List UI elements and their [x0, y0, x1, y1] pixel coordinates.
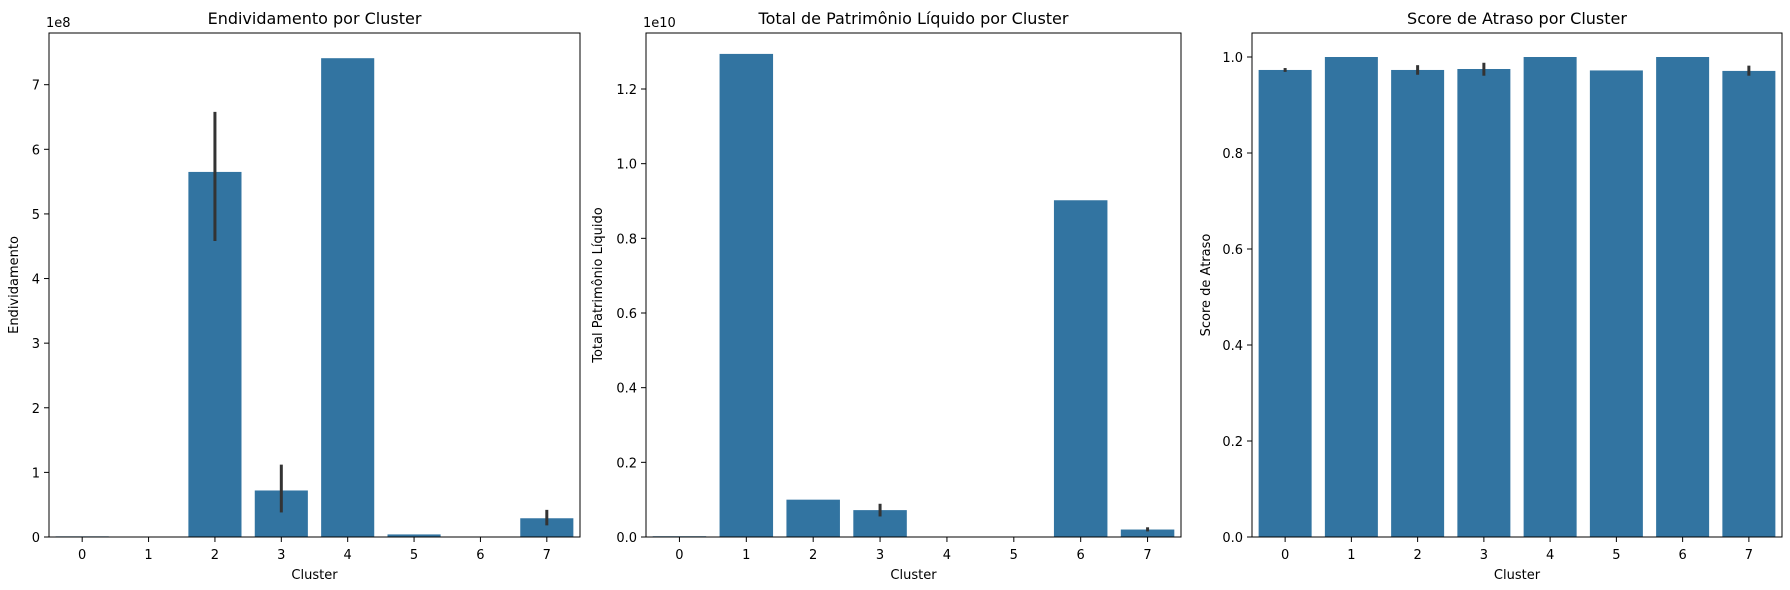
x-tick-label: 7: [1143, 548, 1151, 563]
x-axis-label: Cluster: [1494, 568, 1541, 583]
y-axis-label: Score de Atraso: [1199, 234, 1214, 337]
y-axis-label: Total Patrimônio Líquido: [591, 207, 606, 364]
y-tick-label: 0.0: [1222, 531, 1243, 546]
x-tick-label: 7: [1745, 548, 1753, 563]
x-tick-label: 1: [144, 548, 152, 563]
chart-panel-1: 0 1 2 3 4 5 6 7 0 1 2 3 4 5 6 7 1e8 Endividamento por Clu…: [7, 9, 581, 583]
axis-offset-label: 1e8: [46, 16, 71, 31]
y-axis-label: Endividamento: [7, 236, 22, 334]
x-tick-label: 3: [277, 548, 285, 563]
bar-4: [321, 58, 375, 537]
x-tick-label: 0: [1281, 548, 1289, 563]
bar-7: [1722, 70, 1776, 538]
x-tick-label: 6: [1678, 548, 1686, 563]
bar-7: [1120, 529, 1175, 537]
x-tick-label: 5: [1010, 548, 1018, 563]
chart-panel-2: 0 1 2 3 4 5 6 7 0.0 0.2 0.4 0.6 0.8 1.0 1.2 1e10 Total d…: [591, 9, 1182, 583]
y-tick-label: 1.0: [616, 158, 637, 173]
bar-0: [1258, 69, 1312, 538]
y-tick-label: 4: [32, 273, 40, 288]
x-tick-label: 3: [876, 548, 884, 563]
x-tick-label: 6: [476, 548, 484, 563]
x-tick-label: 2: [809, 548, 817, 563]
y-tick-label: 0.8: [1222, 147, 1243, 162]
y-tick-label: 0.6: [616, 307, 637, 322]
chart-panel-3: 0 1 2 3 4 5 6 7 0.0 0.2 0.4 0.6 0.8 1.0 Score de Atras…: [1199, 9, 1783, 583]
x-tick-label: 1: [1347, 548, 1355, 563]
bar-1: [719, 53, 774, 537]
x-tick-label: 4: [344, 548, 352, 563]
x-tick-label: 1: [742, 548, 750, 563]
bar-2: [1391, 69, 1445, 538]
bar-6: [1656, 57, 1710, 537]
x-tick-label: 3: [1480, 548, 1488, 563]
bar-5: [387, 534, 441, 537]
x-axis-label: Cluster: [291, 568, 338, 583]
axis-offset-label: 1e10: [643, 16, 676, 31]
axes-frame: [645, 32, 1182, 538]
y-tick-label: 2: [32, 402, 40, 417]
y-tick-label: 0.0: [616, 531, 637, 546]
bar-3: [1457, 69, 1511, 537]
x-tick-label: 0: [675, 548, 683, 563]
axes-frame: [48, 32, 581, 538]
chart-title: Endividamento por Cluster: [208, 9, 422, 28]
bar-6: [1053, 200, 1108, 537]
bar-7: [520, 518, 574, 537]
y-tick-label: 0.4: [1222, 339, 1243, 354]
x-tick-label: 7: [543, 548, 551, 563]
bar-1: [1324, 57, 1378, 537]
chart-title: Score de Atraso por Cluster: [1407, 9, 1627, 28]
y-tick-label: 5: [32, 208, 40, 223]
x-tick-label: 2: [211, 548, 219, 563]
y-tick-label: 0.2: [1222, 435, 1243, 450]
x-tick-label: 4: [943, 548, 951, 563]
y-tick-label: 0.6: [1222, 243, 1243, 258]
y-tick-label: 0.4: [616, 382, 637, 397]
x-axis-label: Cluster: [890, 568, 937, 583]
y-tick-label: 1: [32, 466, 40, 481]
y-tick-label: 0: [32, 531, 40, 546]
axes-frame: [1251, 32, 1783, 538]
chart-title: Total de Patrimônio Líquido por Cluster: [758, 9, 1069, 28]
x-tick-label: 4: [1546, 548, 1554, 563]
x-tick-label: 6: [1077, 548, 1085, 563]
x-tick-label: 2: [1413, 548, 1421, 563]
x-tick-label: 0: [78, 548, 86, 563]
bar-5: [1589, 70, 1643, 537]
y-tick-label: 3: [32, 337, 40, 352]
y-tick-label: 1.2: [616, 83, 637, 98]
y-tick-label: 0.8: [616, 232, 637, 247]
bar-2: [786, 499, 840, 537]
y-tick-label: 7: [32, 79, 40, 94]
x-tick-label: 5: [410, 548, 418, 563]
y-tick-label: 0.2: [616, 456, 637, 471]
y-tick-label: 1.0: [1222, 51, 1243, 66]
y-tick-label: 6: [32, 143, 40, 158]
bar-4: [1523, 57, 1577, 537]
x-tick-label: 5: [1612, 548, 1620, 563]
